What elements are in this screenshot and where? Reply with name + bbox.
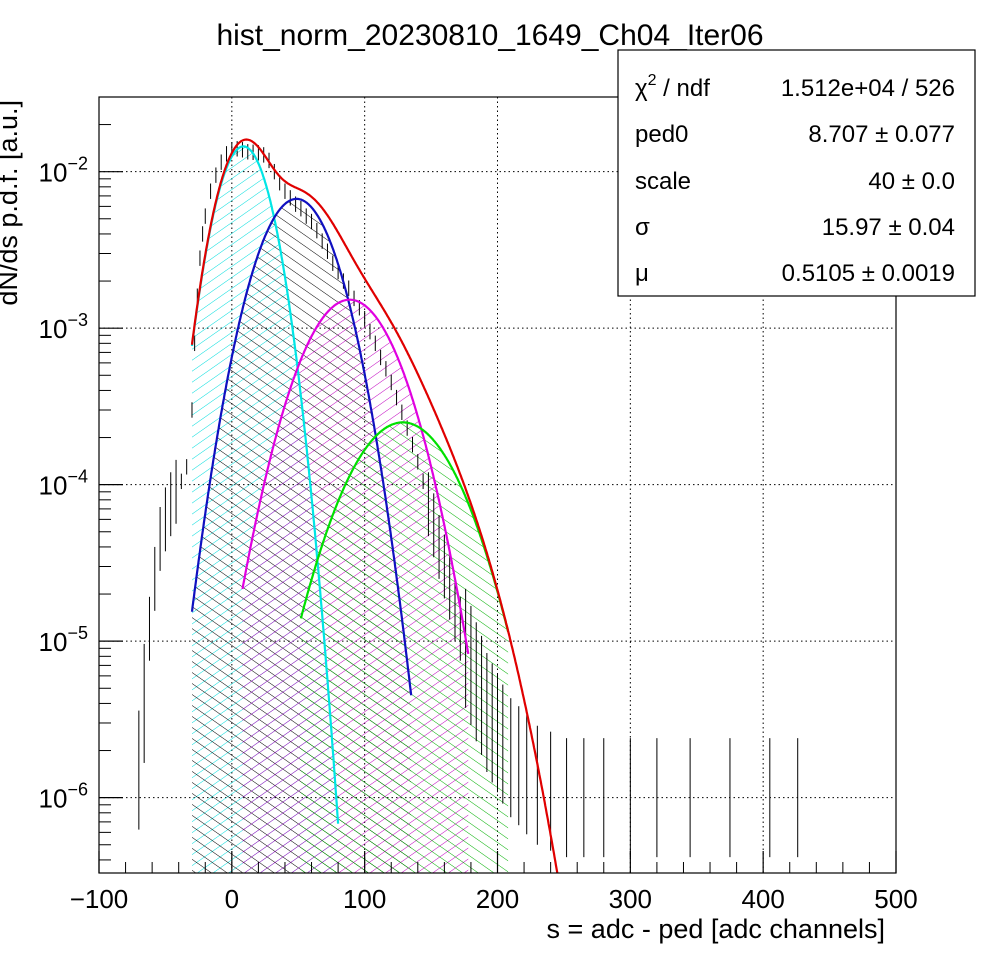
stats-value-1: 8.707 ± 0.077 (808, 121, 955, 148)
fit-curves (190, 138, 559, 873)
stats-value-2: 40 ± 0.0 (868, 168, 955, 195)
x-tick-label-1: 0 (225, 884, 239, 914)
component-curve-1 (190, 197, 413, 696)
axis-ticks: −100 0 100 200 300 400 500 10−6 10−5 10−4 10−3 10−2 (39, 96, 918, 914)
chart-title: hist_norm_20230810_1649_Ch04_Iter06 (216, 19, 763, 52)
y-tick-label-2: 10−4 (39, 467, 88, 501)
component-fills (192, 146, 509, 873)
x-tick-label-0: −100 (70, 884, 129, 914)
y-tick-label-1: 10−5 (39, 623, 88, 657)
component-curve-3 (299, 421, 510, 633)
stats-label-1: ped0 (635, 121, 688, 148)
stats-label-4: μ (635, 260, 649, 287)
stats-value-0: 1.512e+04 / 526 (781, 75, 955, 102)
stats-value-4: 0.5105 ± 0.0019 (782, 260, 955, 287)
total-fit-curve (190, 138, 559, 873)
y-tick-label-0: 10−6 (39, 780, 88, 814)
x-tick-label-4: 300 (609, 884, 652, 914)
y-axis-label: dN/ds p.d.f. [a.u.] (0, 100, 23, 306)
fit-statistics-box: χ2 / ndf 1.512e+04 / 526 ped0 8.707 ± 0.077… (617, 49, 976, 297)
stats-label-3: σ (635, 214, 650, 241)
y-tick-label-4: 10−2 (39, 154, 88, 188)
x-tick-label-2: 100 (343, 884, 386, 914)
stats-label-0: χ2 / ndf (635, 72, 710, 102)
x-tick-label-6: 500 (874, 884, 917, 914)
component-curve-2 (241, 298, 470, 655)
stats-box-frame (617, 49, 976, 297)
y-tick-label-3: 10−3 (39, 310, 88, 344)
x-tick-label-5: 400 (741, 884, 784, 914)
x-tick-label-3: 200 (476, 884, 519, 914)
stats-label-2: scale (635, 168, 691, 195)
x-axis-label: s = adc - ped [adc channels] (547, 914, 885, 944)
stats-value-3: 15.97 ± 0.04 (822, 214, 955, 241)
data-points (138, 141, 799, 858)
